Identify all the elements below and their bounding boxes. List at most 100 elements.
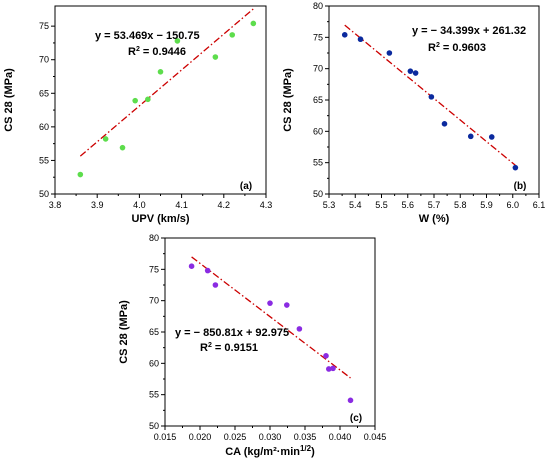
x-tick-label: 3.9 [91, 200, 104, 210]
data-point-8 [467, 133, 474, 140]
r-squared-value: = 0.9151 [212, 342, 258, 354]
x-axis-label: CA (kg/m²·min1/2) [225, 444, 315, 458]
y-tick-label: 50 [313, 189, 323, 199]
data-point-9 [229, 32, 236, 38]
x-axis-label: UPV (km/s) [131, 213, 189, 225]
data-point-6 [296, 326, 303, 332]
x-axis-label-text: CA (kg/m²·min [225, 446, 300, 458]
y-tick-label: 60 [313, 126, 323, 136]
panel-label: (a) [240, 181, 252, 192]
y-tick-label: 75 [149, 264, 159, 274]
y-tick-label: 65 [39, 88, 49, 98]
data-point-3 [212, 282, 219, 288]
data-point-10 [512, 164, 519, 171]
x-tick-label: 5.8 [454, 200, 467, 210]
data-point-7 [441, 121, 448, 127]
data-point-2 [102, 136, 109, 142]
panel-label: (b) [514, 181, 527, 192]
chart-panel-a: 3.8 3.9 4.0 4.1 4.2 4.3 50 55 60 65 70 75 UPV (km/s)… [3, 5, 273, 225]
data-point-5 [412, 70, 419, 76]
y-axis-label: CS 28 (MPa) [118, 300, 130, 364]
r-squared: R2 = 0.9151 [200, 342, 258, 354]
data-point-1 [77, 171, 84, 178]
data-point-8 [212, 54, 219, 60]
x-tick-label: 0.040 [329, 432, 352, 442]
data-point-10 [250, 20, 257, 27]
x-axis-label-text: W (%) [419, 213, 450, 225]
data-point-7 [323, 353, 329, 359]
r-squared: R2 = 0.9446 [128, 46, 186, 58]
r-squared-symbol: R [200, 342, 208, 354]
y-axis-label: CS 28 (MPa) [3, 68, 15, 132]
y-tick-label: 65 [313, 95, 323, 105]
x-tick-label: 6.0 [506, 200, 519, 210]
x-tick-label: 5.3 [323, 200, 336, 210]
y-tick-label: 50 [149, 421, 159, 431]
x-axis-label-superscript: 1/2 [300, 444, 312, 453]
data-point-5 [145, 96, 151, 103]
data-point-3 [119, 144, 126, 151]
data-point-3 [386, 50, 393, 56]
x-tick-label: 0.025 [224, 432, 247, 442]
y-tick-label: 55 [39, 155, 49, 165]
x-axis-label-end: ) [311, 446, 315, 458]
regression-equation: y = 53.469x − 150.75 [95, 30, 200, 42]
data-point-9 [488, 134, 495, 140]
r-squared: R2 = 0.9603 [428, 42, 486, 54]
y-tick-label: 55 [313, 158, 323, 168]
data-point-10 [347, 397, 354, 404]
x-tick-label: 4.1 [175, 200, 188, 210]
x-tick-label: 5.4 [349, 200, 362, 210]
data-point-6 [428, 94, 435, 100]
data-point-1 [188, 263, 195, 270]
x-tick-label: 4.3 [260, 200, 273, 210]
y-tick-label: 75 [39, 21, 49, 31]
data-point-2 [357, 36, 364, 43]
data-point-4 [267, 300, 273, 306]
data-point-2 [204, 267, 211, 274]
x-tick-label: 0.035 [294, 432, 317, 442]
x-tick-label: 0.030 [259, 432, 282, 442]
trendline [79, 8, 254, 157]
y-tick-label: 60 [39, 122, 49, 132]
r-squared-exponent: 2 [208, 342, 212, 349]
y-tick-label: 70 [149, 296, 159, 306]
regression-equation: y = − 850.81x + 92.975 [175, 327, 289, 339]
regression-equation: y = − 34.399x + 261.32 [412, 25, 526, 37]
data-point-8 [326, 366, 332, 372]
data-point-9 [330, 365, 336, 372]
x-tick-label: 0.015 [154, 432, 177, 442]
x-tick-label: 0.020 [189, 432, 212, 442]
x-tick-label: 4.2 [218, 200, 231, 210]
y-tick-label: 65 [149, 327, 159, 337]
x-tick-label: 0.045 [364, 432, 387, 442]
r-squared-value: = 0.9603 [440, 42, 486, 54]
y-tick-label: 80 [149, 233, 159, 243]
x-tick-label: 5.9 [480, 200, 493, 210]
data-point-5 [284, 302, 290, 308]
y-tick-label: 70 [39, 55, 49, 65]
x-tick-label: 3.8 [49, 200, 62, 210]
y-tick-label: 50 [39, 189, 49, 199]
r-squared-symbol: R [428, 42, 436, 54]
data-point-4 [132, 97, 138, 104]
y-tick-label: 55 [149, 390, 159, 400]
x-tick-label: 4.0 [133, 200, 146, 210]
x-tick-label: 5.5 [375, 200, 388, 210]
y-tick-label: 70 [313, 64, 323, 74]
x-axis-label-text: UPV (km/s) [131, 213, 189, 225]
r-squared-exponent: 2 [136, 46, 140, 53]
x-tick-label: 5.7 [428, 200, 441, 210]
y-tick-label: 80 [313, 1, 323, 11]
x-axis-label: W (%) [419, 213, 450, 225]
data-point-6 [157, 69, 164, 75]
r-squared-exponent: 2 [436, 42, 440, 49]
chart-panel-b: 5.3 5.4 5.5 5.6 5.7 5.8 5.9 6.0 6.1 50 55 60 65 70 75 8… [282, 1, 545, 225]
r-squared-symbol: R [128, 46, 136, 58]
y-tick-label: 75 [313, 32, 323, 42]
data-point-1 [341, 32, 348, 38]
y-axis-label: CS 28 (MPa) [282, 68, 294, 132]
r-squared-value: = 0.9446 [140, 46, 186, 58]
data-point-4 [407, 68, 414, 74]
chart-panel-c: 0.015 0.020 0.025 0.030 0.035 0.040 0.045 50 55 6… [118, 233, 386, 458]
